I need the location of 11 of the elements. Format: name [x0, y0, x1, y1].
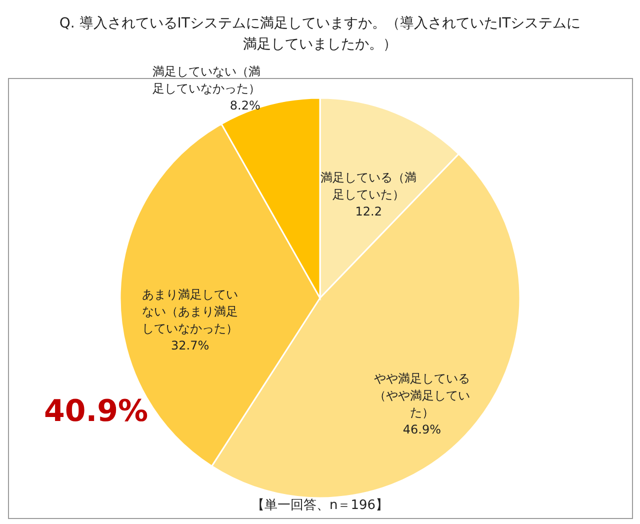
- data-label: 12.2: [355, 204, 382, 218]
- slice-label: やや満足している（やや満足していた）: [374, 372, 470, 420]
- chart-title: Q. 導入されているITシステムに満足していますか。（導入されていたITシステムに満足していましたか。）: [59, 16, 581, 53]
- text: 40.9%: [44, 394, 148, 429]
- slice-label: あまり満足していない（あまり満足していなかった）: [142, 287, 238, 336]
- slice-label: 満足していない（満足していなかった）: [152, 64, 260, 96]
- data-label: 32.7%: [170, 338, 210, 352]
- data-label: 46.9%: [402, 422, 442, 437]
- data-label: 8.2%: [230, 98, 260, 113]
- text: 【単一回答、n＝196】: [251, 498, 389, 513]
- slice-label: 満足している（満足していた）: [320, 170, 417, 202]
